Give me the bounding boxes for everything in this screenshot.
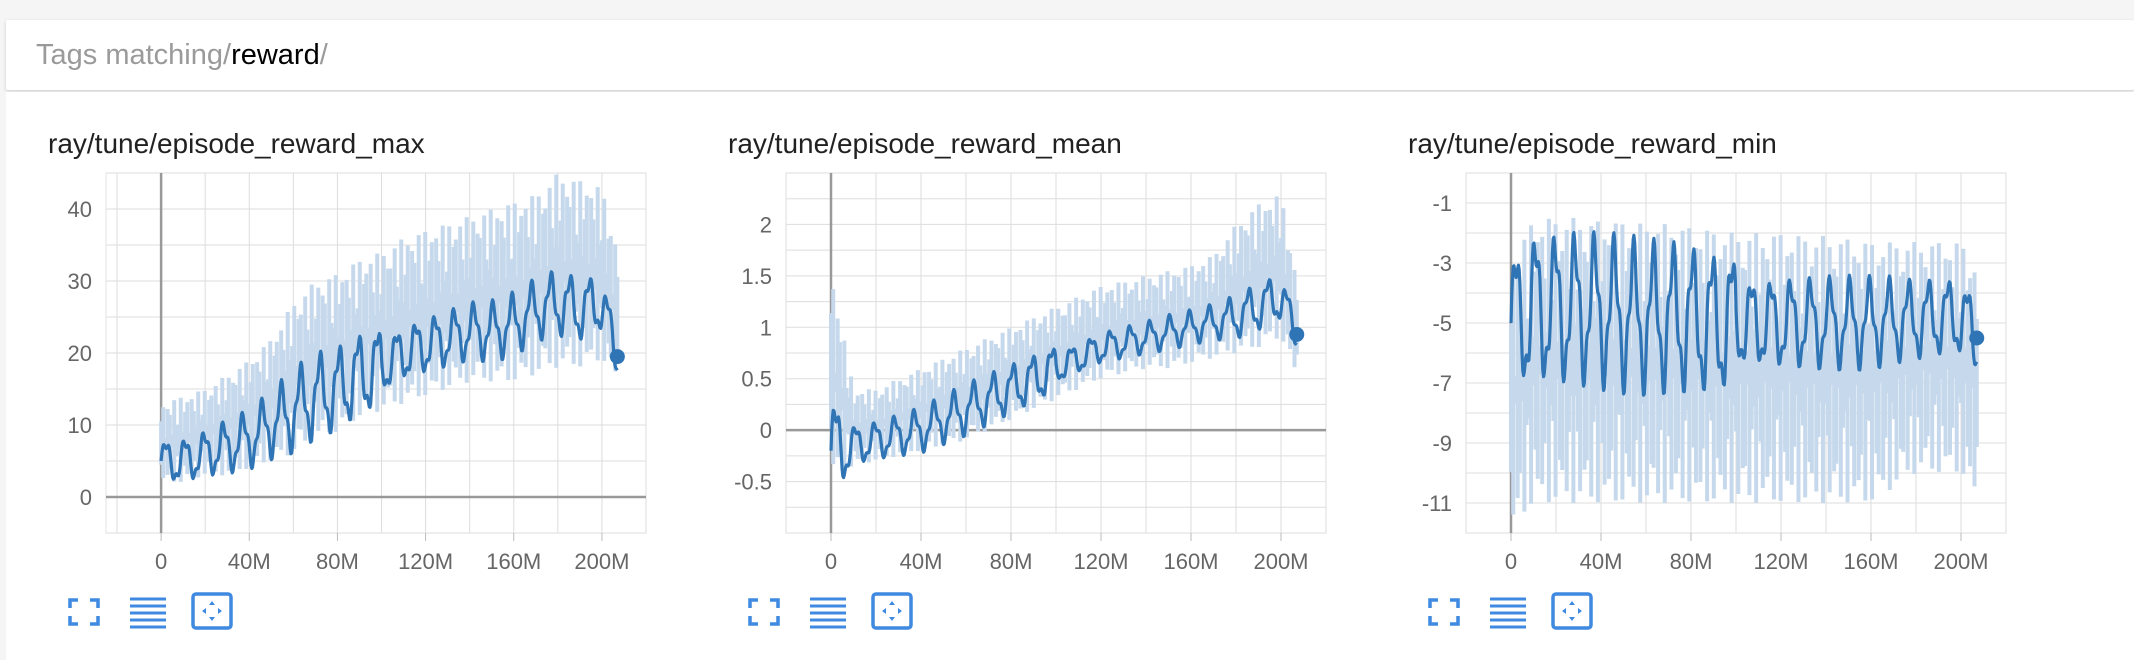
x-tick-label: 120M (1073, 549, 1128, 574)
tag-filter-label: Tags matching (36, 38, 223, 71)
x-tick-label: 80M (316, 549, 359, 574)
fullscreen-icon (748, 598, 780, 626)
line-chart-reward-mean[interactable]: -0.5 0 0.5 1 1.5 2 0 40M 80M 120M 160M 200M (686, 170, 1366, 590)
x-tick-label: 200M (1253, 549, 1308, 574)
y-tick-label: -5 (1432, 311, 1452, 336)
chart-title: ray/tune/episode_reward_min (1408, 128, 1777, 159)
list-lines-button[interactable] (806, 592, 850, 630)
x-tick-label: 160M (1843, 549, 1898, 574)
y-tick-label: 1.5 (741, 264, 772, 289)
y-tick-label: -9 (1432, 431, 1452, 456)
raw-data-spikes (159, 174, 620, 482)
chart-cards-container: ray/tune/episode_reward_max 0 10 20 30 40 0 40… (6, 92, 2134, 660)
y-tick-label: 30 (68, 269, 92, 294)
smoothed-series-line (829, 278, 1298, 480)
chart-toolbar (1422, 592, 1594, 630)
fit-domain-button[interactable] (190, 592, 234, 630)
y-tick-label: 2 (760, 212, 772, 237)
chart-card-reward-max: ray/tune/episode_reward_max 0 10 20 30 40 0 40… (6, 92, 686, 660)
x-tick-label: 200M (574, 549, 629, 574)
query-prefix: / (223, 38, 232, 71)
x-tick-label: 160M (486, 549, 541, 574)
fit-domain-button[interactable] (870, 592, 914, 630)
chart-title: ray/tune/episode_reward_max (48, 128, 425, 159)
y-tick-label: 0 (80, 485, 92, 510)
chart-toolbar (62, 592, 234, 630)
list-lines-icon (1490, 597, 1526, 629)
y-tick-label: -11 (1422, 491, 1452, 516)
list-lines-button[interactable] (126, 592, 170, 630)
x-tick-label: 160M (1163, 549, 1218, 574)
fullscreen-icon (68, 598, 100, 626)
list-lines-icon (810, 597, 846, 629)
x-tick-label: 80M (990, 549, 1033, 574)
fullscreen-button[interactable] (742, 592, 786, 630)
y-tick-label: 1 (760, 315, 772, 340)
y-tick-label: -7 (1432, 371, 1452, 396)
y-tick-label: 0.5 (741, 367, 772, 392)
x-tick-label: 0 (1505, 549, 1517, 574)
x-tick-label: 120M (1753, 549, 1808, 574)
fullscreen-icon (1428, 598, 1460, 626)
chart-card-reward-mean: ray/tune/episode_reward_mean -0.5 0 0.5 1 1.… (686, 92, 1366, 660)
x-tick-label: 0 (825, 549, 837, 574)
tag-filter-bar[interactable]: Tags matching /reward/ (6, 20, 2134, 90)
fullscreen-button[interactable] (1422, 592, 1466, 630)
x-tick-label: 0 (155, 549, 167, 574)
x-tick-label: 40M (900, 549, 943, 574)
last-value-dot (1969, 330, 1985, 346)
fullscreen-button[interactable] (62, 592, 106, 630)
x-tick-label: 200M (1933, 549, 1988, 574)
smoothed-series-line (159, 270, 619, 481)
y-tick-label: -0.5 (734, 470, 772, 495)
x-tick-label: 80M (1670, 549, 1713, 574)
y-tick-label: 10 (68, 413, 92, 438)
fit-domain-icon (1551, 592, 1593, 630)
y-tick-label: -3 (1432, 251, 1452, 276)
last-value-dot (609, 349, 625, 365)
fit-domain-icon (191, 592, 233, 630)
fit-domain-icon (871, 592, 913, 630)
list-lines-icon (130, 597, 166, 629)
query-term: reward (231, 38, 320, 71)
y-tick-label: -1 (1432, 191, 1452, 216)
y-tick-label: 0 (760, 418, 772, 443)
tag-filter-query[interactable]: /reward/ (223, 39, 328, 72)
chart-title: ray/tune/episode_reward_mean (728, 128, 1122, 159)
list-lines-button[interactable] (1486, 592, 1530, 630)
smoothed-series-line (1509, 230, 1979, 397)
last-value-dot (1289, 326, 1305, 342)
y-tick-label: 40 (68, 197, 92, 222)
x-tick-label: 40M (1580, 549, 1623, 574)
y-tick-label: 20 (68, 341, 92, 366)
query-suffix: / (319, 38, 328, 71)
chart-card-reward-min: ray/tune/episode_reward_min -11 -9 -7 -5 -3-… (1366, 92, 2046, 660)
chart-toolbar (742, 592, 914, 630)
fit-domain-button[interactable] (1550, 592, 1594, 630)
line-chart-reward-min[interactable]: -11 -9 -7 -5 -3 -1 0 40M 80M 120M 160M 200M (1366, 170, 2046, 590)
line-chart-reward-max[interactable]: 0 10 20 30 40 0 40M 80M 120M 160M 200M (6, 170, 686, 590)
x-tick-label: 40M (228, 549, 271, 574)
x-tick-label: 120M (398, 549, 453, 574)
